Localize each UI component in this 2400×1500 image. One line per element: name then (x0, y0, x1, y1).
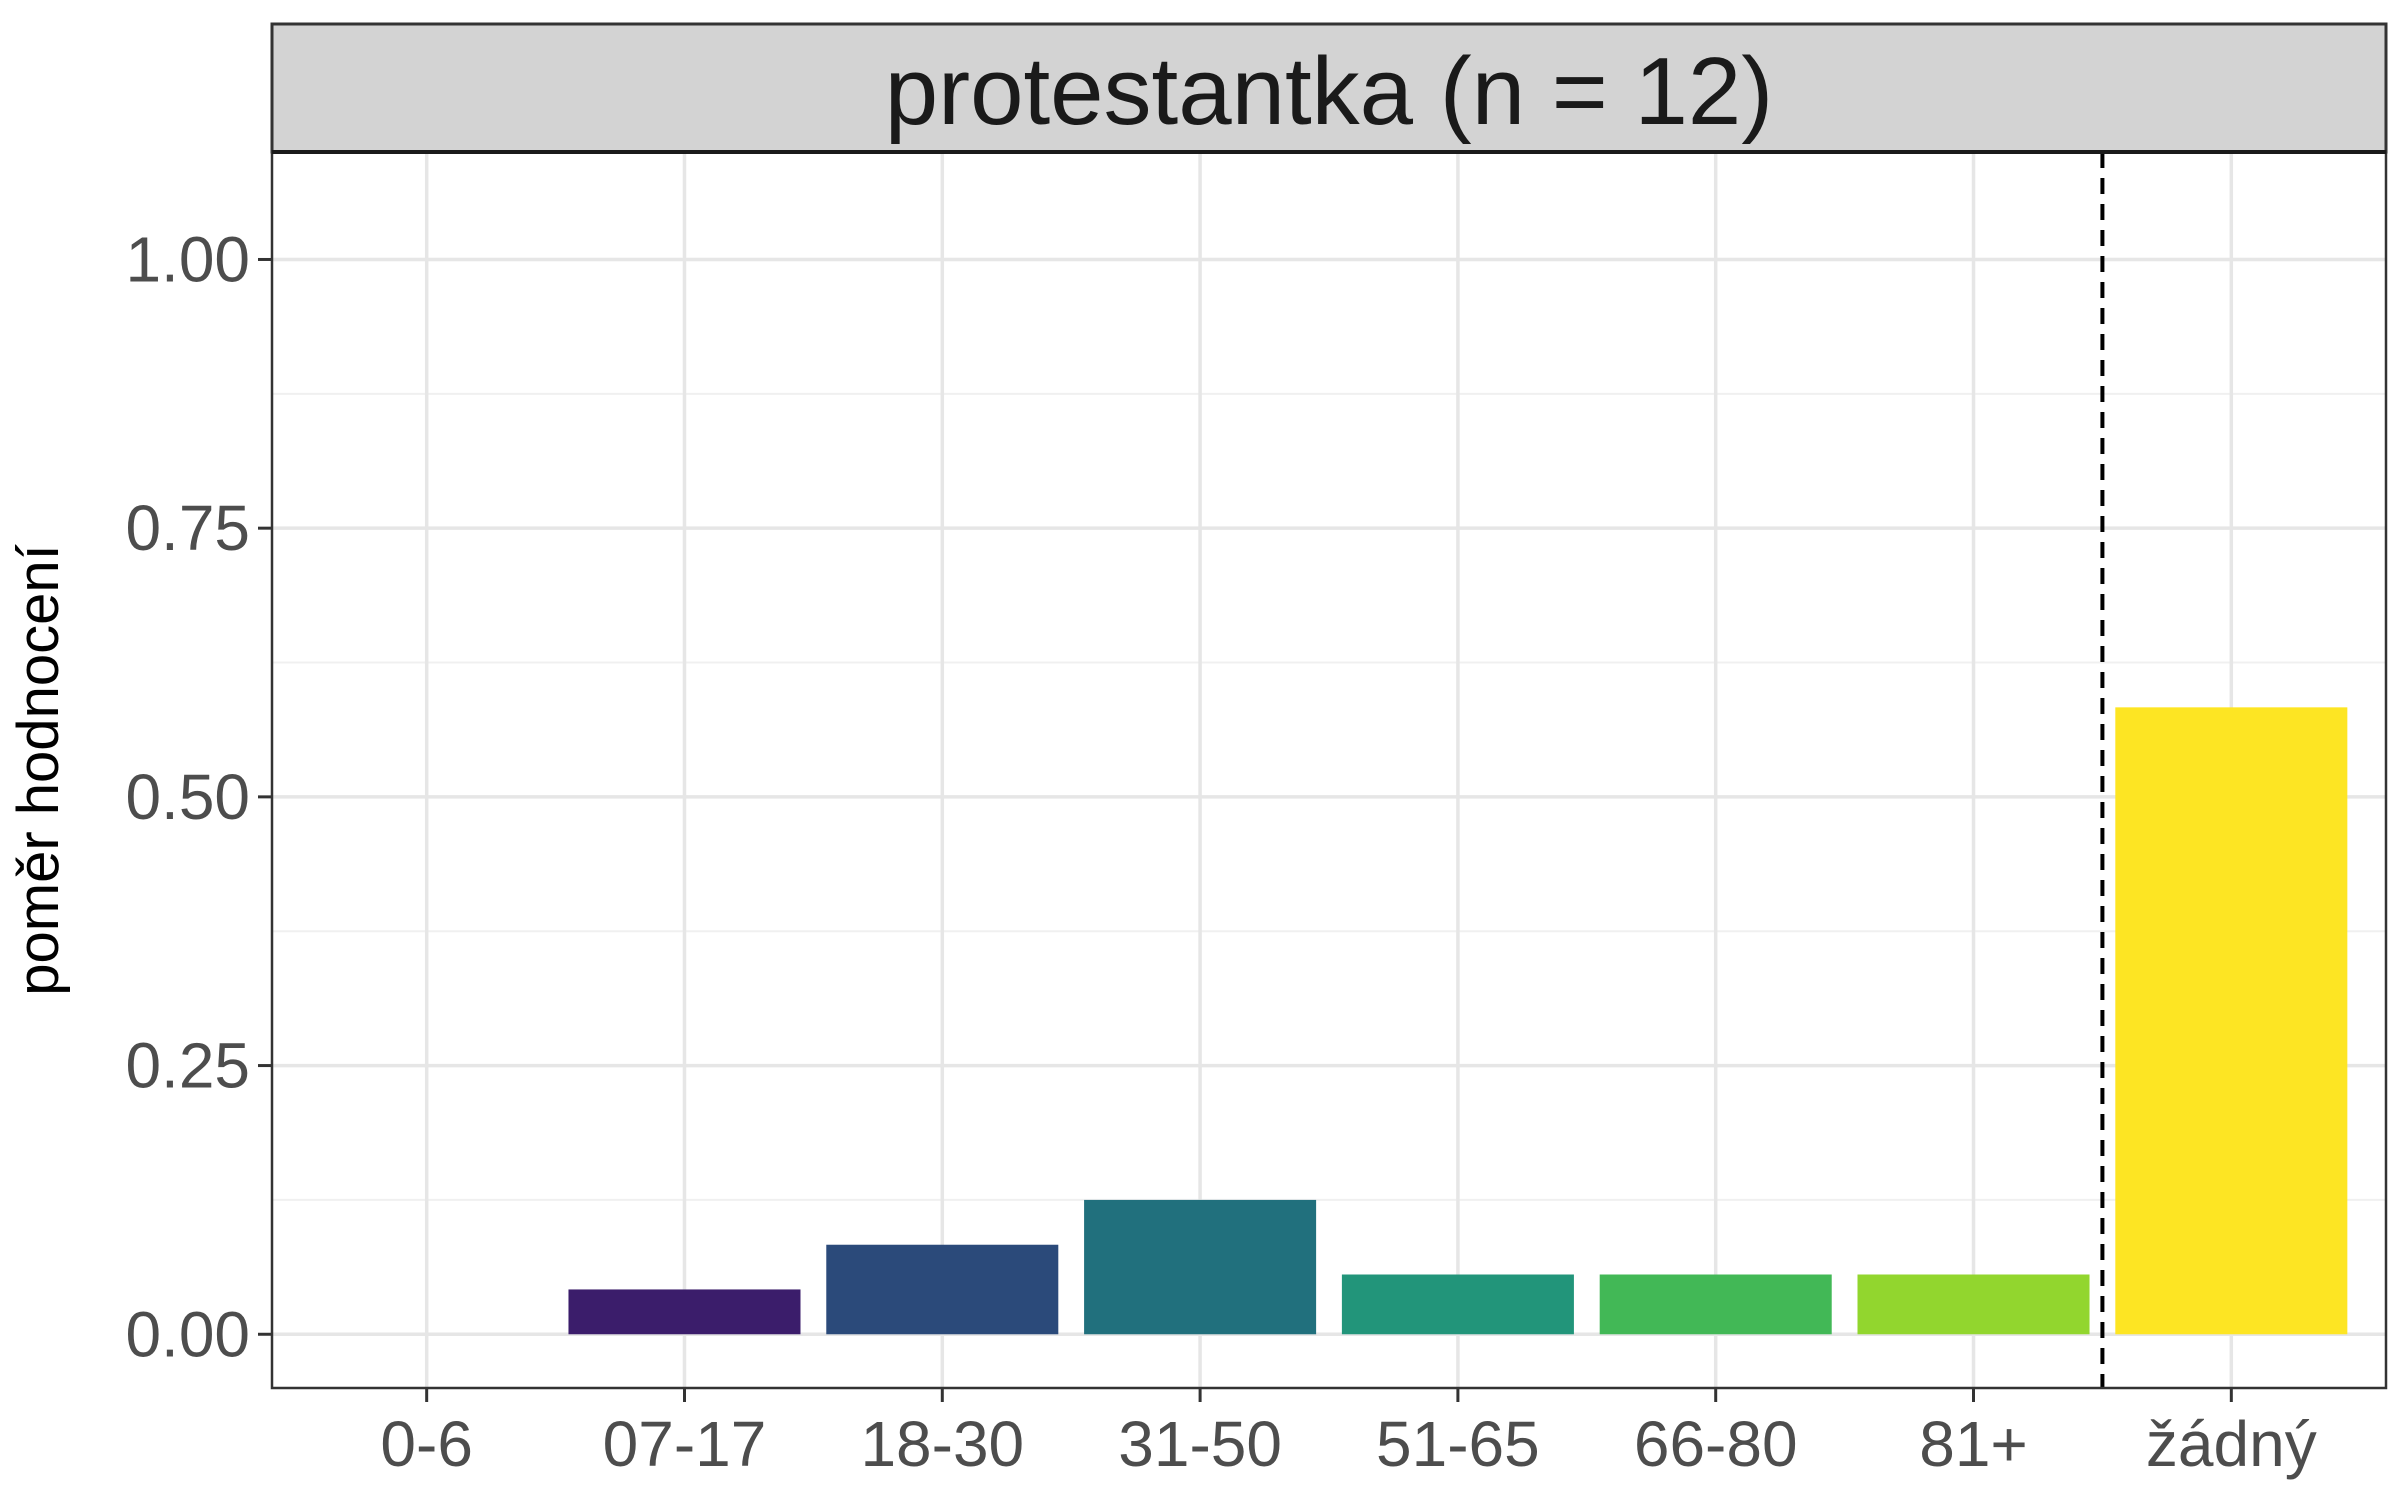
y-tick-label: 0.75 (125, 492, 250, 564)
x-tick-label: 0-6 (380, 1408, 473, 1480)
facet-title: protestantka (n = 12) (885, 38, 1774, 145)
bars (568, 707, 2348, 1335)
bar-81+ (1857, 1274, 2090, 1335)
x-tick-label: 07-17 (603, 1408, 767, 1480)
y-axis: 0.00 0.25 0.50 0.75 1.00 (125, 223, 272, 1370)
x-tick-label: 66-80 (1634, 1408, 1798, 1480)
x-tick-label: 51-65 (1376, 1408, 1540, 1480)
y-tick-label: 0.00 (125, 1298, 250, 1370)
grid (272, 152, 2386, 1388)
x-tick-label: 81+ (1919, 1408, 2028, 1480)
bar-31-50 (1084, 1199, 1317, 1335)
x-tick-label: 18-30 (860, 1408, 1024, 1480)
y-axis-title: poměr hodnocení (6, 544, 71, 995)
bar-07-17 (568, 1289, 801, 1335)
plot-panel (272, 152, 2386, 1388)
x-tick-label: žádný (2146, 1408, 2317, 1480)
y-tick-label: 1.00 (125, 223, 250, 295)
facet-strip (270, 22, 2388, 154)
bar-žádný (2115, 707, 2348, 1335)
y-tick-label: 0.50 (125, 761, 250, 833)
bar-18-30 (826, 1244, 1059, 1335)
bar-66-80 (1599, 1274, 1832, 1335)
x-axis: 0-6 07-17 18-30 31-50 51-65 66-80 81+ žádný (380, 1388, 2317, 1480)
x-tick-label: 31-50 (1118, 1408, 1282, 1480)
y-tick-label: 0.25 (125, 1030, 250, 1102)
bar-51-65 (1341, 1274, 1574, 1335)
